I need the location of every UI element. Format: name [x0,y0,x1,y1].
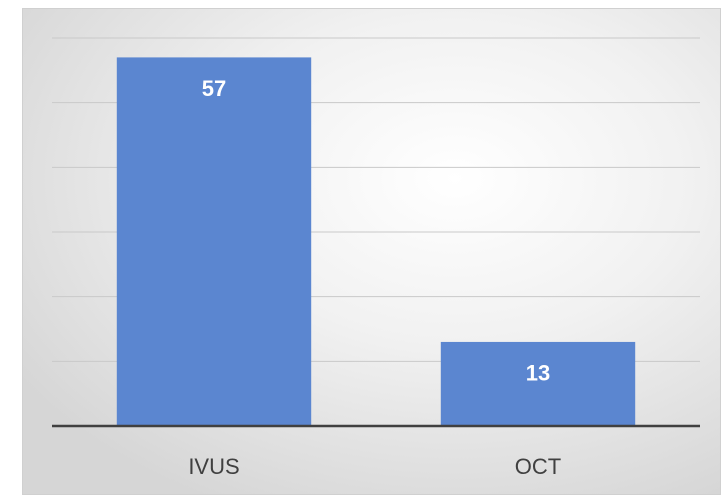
x-tick-label: OCT [515,454,561,479]
x-tick-label: IVUS [188,454,239,479]
data-label: 13 [526,361,550,386]
data-label: 57 [202,76,226,101]
bar [440,341,636,426]
bar [116,57,312,427]
